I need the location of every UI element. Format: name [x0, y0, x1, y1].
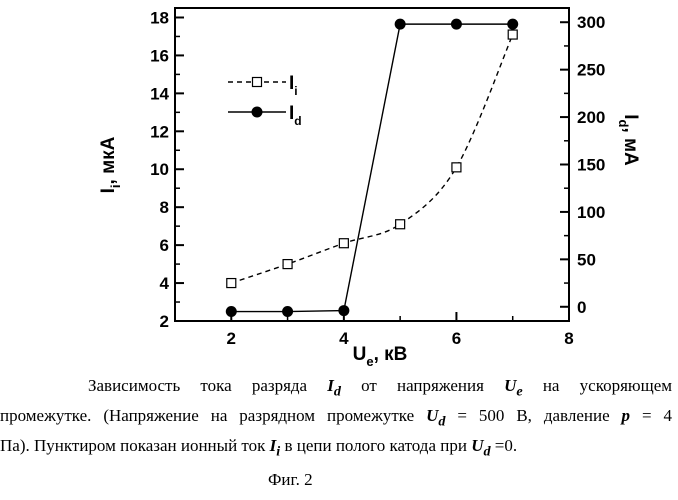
data-point-square: [227, 279, 236, 288]
series-line-ion-current: [231, 35, 512, 284]
legend-label-subscript: d: [294, 114, 301, 128]
y-left-tick-label: 2: [160, 312, 169, 331]
data-point-square: [508, 30, 517, 39]
y-left-tick-label: 14: [150, 84, 169, 103]
y-right-tick-label: 150: [577, 156, 605, 175]
legend-label-subscript: i: [294, 84, 297, 98]
y-left-tick-label: 18: [150, 8, 169, 27]
chart: 246824681012141618050100150200250300 IiI…: [0, 0, 678, 370]
y-left-tick-label: 10: [150, 160, 169, 179]
y-right-tick-label: 200: [577, 108, 605, 127]
x-axis-label: Ue, кВ: [353, 344, 408, 369]
y-right-tick-label: 300: [577, 13, 605, 32]
data-point-circle: [507, 19, 518, 30]
data-point-circle: [451, 19, 462, 30]
legend: Ii Id: [228, 73, 302, 128]
data-point-square: [396, 220, 405, 229]
y-left-tick-label: 8: [160, 198, 169, 217]
series-line-discharge-current: [231, 24, 512, 311]
y-left-tick-label: 12: [150, 122, 169, 141]
series: [226, 19, 518, 317]
y-right-tick-label: 250: [577, 61, 605, 80]
data-point-square: [339, 239, 348, 248]
legend-marker-circle: [252, 107, 263, 118]
y-right-tick-label: 0: [577, 298, 586, 317]
x-tick-label: 8: [564, 329, 573, 348]
y-left-tick-label: 4: [160, 274, 170, 293]
x-tick-label: 4: [339, 329, 349, 348]
y-right-axis-label: Id, мА: [616, 114, 641, 166]
y-right-tick-label: 100: [577, 203, 605, 222]
ticks: 2 4 6 8 2 4 6 8 10 12 14 16 18 0 50 100 150 200 250 300: [150, 8, 605, 348]
data-point-circle: [395, 19, 406, 30]
y-left-axis-label: Ii, мкА: [98, 136, 123, 193]
data-point-square: [452, 163, 461, 172]
legend-label: Id: [289, 103, 302, 128]
x-tick-label: 2: [227, 329, 236, 348]
data-point-circle: [226, 306, 237, 317]
y-left-tick-label: 6: [160, 236, 169, 255]
y-right-tick-label: 50: [577, 250, 596, 269]
data-point-square: [283, 260, 292, 269]
x-tick-label: 6: [452, 329, 461, 348]
figure-number: Фиг. 2: [268, 470, 313, 490]
data-point-circle: [338, 305, 349, 316]
y-left-tick-label: 16: [150, 46, 169, 65]
legend-marker-square: [253, 78, 262, 87]
legend-label: Ii: [289, 73, 298, 98]
caption-line-3: Па). Пунктиром показан ионный ток Ii в ц…: [0, 431, 678, 466]
data-point-circle: [282, 306, 293, 317]
axis-labels: Ue, кВ Ii, мкА Id, мА: [98, 114, 641, 369]
